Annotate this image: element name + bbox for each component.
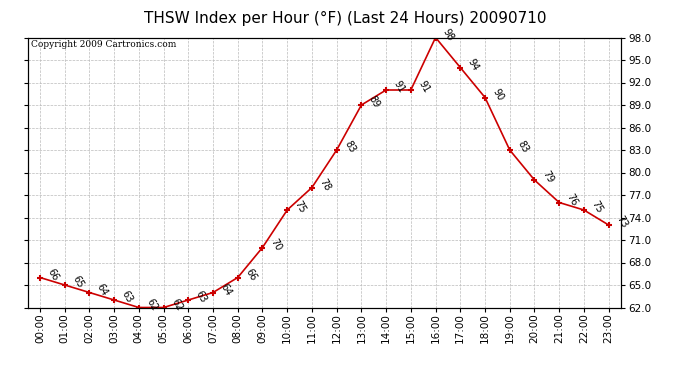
Text: 62: 62 <box>169 297 184 312</box>
Text: 62: 62 <box>144 297 159 312</box>
Text: 70: 70 <box>268 237 283 252</box>
Text: 91: 91 <box>392 79 406 95</box>
Text: 75: 75 <box>589 199 604 215</box>
Text: 83: 83 <box>342 139 357 155</box>
Text: THSW Index per Hour (°F) (Last 24 Hours) 20090710: THSW Index per Hour (°F) (Last 24 Hours)… <box>144 11 546 26</box>
Text: 79: 79 <box>540 169 555 185</box>
Text: 91: 91 <box>416 79 431 95</box>
Text: 65: 65 <box>70 274 85 290</box>
Text: 94: 94 <box>466 57 481 72</box>
Text: 64: 64 <box>219 282 233 297</box>
Text: Copyright 2009 Cartronics.com: Copyright 2009 Cartronics.com <box>30 40 176 49</box>
Text: 73: 73 <box>614 214 629 230</box>
Text: 89: 89 <box>367 94 382 110</box>
Text: 63: 63 <box>194 289 208 305</box>
Text: 64: 64 <box>95 282 110 297</box>
Text: 98: 98 <box>441 27 456 42</box>
Text: 66: 66 <box>244 267 258 282</box>
Text: 78: 78 <box>317 177 333 192</box>
Text: 90: 90 <box>491 87 505 102</box>
Text: 66: 66 <box>46 267 60 282</box>
Text: 83: 83 <box>515 139 530 155</box>
Text: 76: 76 <box>564 192 580 207</box>
Text: 63: 63 <box>119 289 135 305</box>
Text: 75: 75 <box>293 199 308 215</box>
